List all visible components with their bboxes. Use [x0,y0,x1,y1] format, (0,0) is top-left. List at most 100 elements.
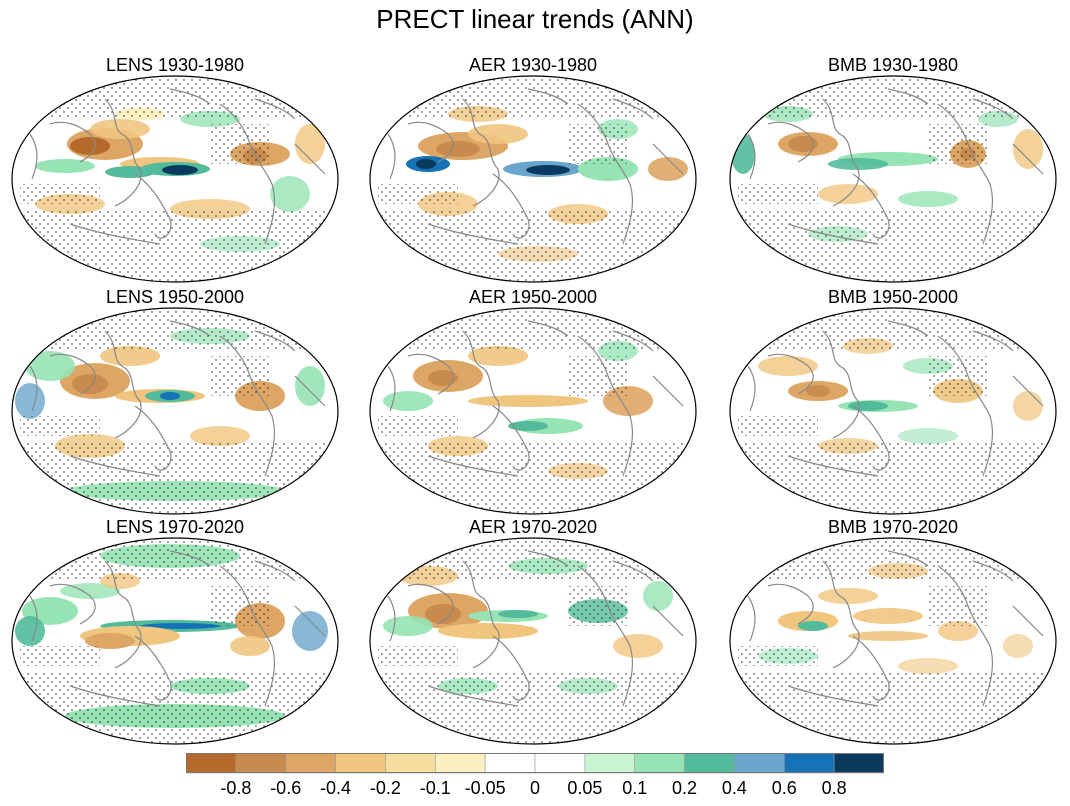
coastline [462,560,500,669]
stipple-region [370,671,696,744]
map-border [11,537,339,745]
coastline [652,375,684,407]
coastline [972,330,1014,352]
panel-title: AER 1970-2020 [468,517,598,537]
colorbar-tick-label: 0.4 [721,778,747,798]
trend-region [292,611,328,651]
trend-region [416,159,436,169]
colorbar-tick-label: 0.6 [771,778,797,798]
stipple-region [370,209,696,282]
map-border [729,307,1057,515]
coastline [767,353,814,395]
colorbar-segment [783,753,835,774]
trend-region [508,421,548,431]
coastline [219,335,276,477]
coastline [387,595,396,642]
coastline [937,103,994,245]
coastline [852,405,890,471]
stipple-region [370,308,696,351]
coastline [407,583,454,625]
trend-region [383,616,433,636]
trend-region [853,608,923,624]
stipple-region [12,76,338,119]
stipple-region [12,538,338,581]
map-border [729,75,1057,283]
trend-region [798,621,828,631]
map-border [369,537,697,745]
stipple-region [20,646,100,666]
trend-region [15,383,45,419]
coastline [787,223,879,245]
stipple-region [370,538,696,581]
trend-region [436,141,480,157]
coastline [219,103,276,245]
coastline [747,133,756,180]
coastline [492,173,530,239]
colorbar-segment [335,753,386,774]
colorbar-segment [634,753,685,774]
panel-title: LENS 1970-2020 [105,517,245,537]
trend-region [498,610,538,618]
coastline [747,595,756,642]
colorbar-segment [734,753,785,774]
map-panel: LENS 1930-1980 [10,54,340,284]
coastline [822,330,860,439]
trend-region [270,176,310,212]
map-border [369,75,697,283]
trend-region [160,392,180,400]
coastline [219,565,276,707]
trend-region [295,366,325,406]
map-projection [729,75,1057,283]
coastline [822,98,860,207]
coastline [294,375,326,407]
panel-title: LENS 1930-1980 [105,55,245,75]
stipple-region [12,671,338,744]
map-panel: BMB 1950-2000 [728,286,1058,516]
coastline [937,565,994,707]
coastline [254,98,296,120]
panel-title: BMB 1970-2020 [827,517,959,537]
map-projection [11,537,339,745]
trend-region [898,658,958,674]
coastline [747,365,756,412]
trend-region [806,385,830,397]
coastline [937,335,994,477]
coastline [294,605,326,637]
coastline [527,320,569,337]
trend-region [15,616,45,646]
trend-region [1013,129,1043,169]
panel-title: BMB 1950-2000 [827,287,959,307]
coastline [69,685,161,707]
coastline [29,365,38,412]
stipple-region [928,124,988,164]
coastline [527,88,569,105]
coastline [462,98,500,207]
stipple-region [12,209,338,282]
trend-region [828,158,888,170]
map-border [729,537,1057,745]
panel-title: LENS 1950-2000 [105,287,245,307]
colorbar-segment [534,753,586,774]
map-projection [729,537,1057,745]
stipple-region [210,356,270,396]
coastline [972,560,1014,582]
trend-region [898,191,958,207]
stipple-region [730,308,1056,351]
stipple-region [928,356,988,396]
stipple-region [738,184,818,204]
trend-region [438,623,538,639]
coastline [492,635,530,701]
colorbar-tick-label: -0.8 [220,778,252,798]
trend-region [25,351,75,381]
coastline [29,595,38,642]
colorbar-tick-label: -0.2 [369,778,401,798]
map-projection [369,75,697,283]
map-border [11,307,339,515]
coastline [972,98,1014,120]
coastline [822,560,860,669]
trend-region [1013,391,1043,421]
trend-region [468,395,588,407]
trend-region [613,634,663,658]
colorbar-segment [385,753,436,774]
coastline [527,550,569,567]
